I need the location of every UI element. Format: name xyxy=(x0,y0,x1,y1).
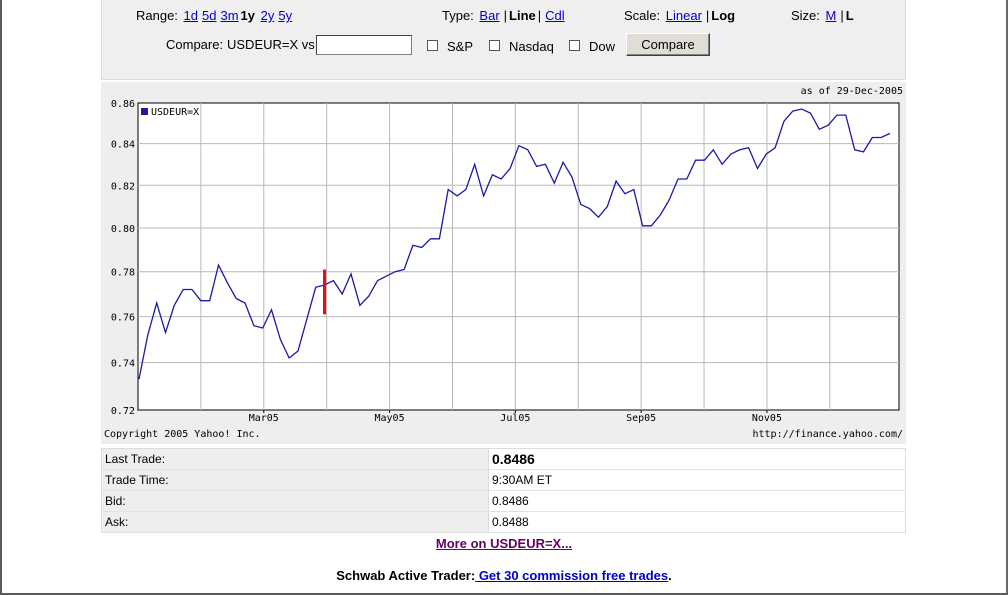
scale-label: Scale: xyxy=(624,8,661,23)
compare-label: Compare: xyxy=(166,37,224,52)
range-label: Range: xyxy=(136,8,178,23)
x-tick-label: Mar05 xyxy=(249,413,279,424)
range-5y-link[interactable]: 5y xyxy=(278,8,293,23)
nasdaq-checkbox[interactable] xyxy=(489,40,500,51)
promo-link[interactable]: Get 30 commission free trades xyxy=(475,568,669,583)
dow-label: Dow xyxy=(589,39,616,54)
trade-time-label: Trade Time: xyxy=(101,469,489,491)
last-trade-label: Last Trade: xyxy=(101,448,489,470)
ask-label: Ask: xyxy=(101,511,489,533)
x-tick-label: Nov05 xyxy=(752,413,782,424)
table-row: Bid: 0.8486 xyxy=(101,490,906,512)
size-l-selected: L xyxy=(845,8,854,23)
table-row: Last Trade: 0.8486 xyxy=(101,448,906,470)
copyright: Copyright 2005 Yahoo! Inc. xyxy=(104,429,261,440)
y-tick-label: 0.80 xyxy=(111,224,135,235)
chart-controls: Range: 1d 5d 3m 1y 2y 5y Type: Bar | Line | Cdl … xyxy=(101,0,906,80)
y-tick-label: 0.78 xyxy=(111,268,135,279)
compare-button[interactable]: Compare xyxy=(626,33,710,56)
y-tick-label: 0.72 xyxy=(111,406,135,417)
compare-symbol: USDEUR=X vs xyxy=(227,37,315,52)
table-row: Trade Time: 9:30AM ET xyxy=(101,469,906,491)
last-trade-value: 0.8486 xyxy=(488,448,906,470)
x-tick-label: Sep05 xyxy=(626,413,656,424)
scale-selector: Scale: Linear | Log xyxy=(624,8,736,23)
bid-value: 0.8486 xyxy=(488,490,906,512)
quote-table: Last Trade: 0.8486 Trade Time: 9:30AM ET… xyxy=(101,448,906,533)
size-selector: Size: M | L xyxy=(791,8,854,23)
range-selector: Range: 1d 5d 3m 1y 2y 5y xyxy=(136,8,294,23)
range-5d-link[interactable]: 5d xyxy=(202,8,217,23)
more-on-symbol-link[interactable]: More on USDEUR=X... xyxy=(435,536,573,551)
window-border-left xyxy=(0,0,2,595)
y-tick-label: 0.86 xyxy=(111,99,135,110)
price-chart: 0.86 0.84 0.82 0.80 0.78 0.76 0.74 0.72 Mar05 Ma… xyxy=(101,82,906,444)
dow-checkbox[interactable] xyxy=(569,40,580,51)
trade-time-value: 9:30AM ET xyxy=(488,469,906,491)
type-bar-link[interactable]: Bar xyxy=(479,8,500,23)
type-label: Type: xyxy=(442,8,474,23)
source-url: http://finance.yahoo.com/ xyxy=(752,429,903,440)
scale-linear-link[interactable]: Linear xyxy=(665,8,702,23)
promo-line: Schwab Active Trader: Get 30 commission … xyxy=(0,568,1008,583)
promo-suffix: . xyxy=(668,568,672,583)
x-tick-label: Jul05 xyxy=(500,413,530,424)
range-3m-link[interactable]: 3m xyxy=(220,8,239,23)
type-selector: Type: Bar | Line | Cdl xyxy=(442,8,565,23)
sp-label: S&P xyxy=(447,39,474,54)
table-row: Ask: 0.8488 xyxy=(101,511,906,533)
y-tick-label: 0.74 xyxy=(111,359,135,370)
type-line-selected: Line xyxy=(509,8,536,23)
series-line-usdeur xyxy=(138,108,891,380)
y-tick-label: 0.82 xyxy=(111,181,135,192)
range-2y-link[interactable]: 2y xyxy=(260,8,275,23)
nasdaq-label: Nasdaq xyxy=(509,39,554,54)
more-info: More on USDEUR=X... xyxy=(0,536,1008,551)
size-m-link[interactable]: M xyxy=(825,8,837,23)
type-cdl-link[interactable]: Cdl xyxy=(545,8,565,23)
legend-swatch xyxy=(141,108,148,115)
size-label: Size: xyxy=(791,8,820,23)
scale-log-selected: Log xyxy=(711,8,736,23)
y-tick-label: 0.76 xyxy=(111,313,135,324)
window-border-right xyxy=(1006,0,1008,595)
as-of-date: as of 29-Dec-2005 xyxy=(801,86,903,97)
y-tick-label: 0.84 xyxy=(111,140,135,151)
promo-prefix: Schwab Active Trader: xyxy=(336,568,476,583)
range-1d-link[interactable]: 1d xyxy=(183,8,199,23)
compare-input[interactable] xyxy=(316,35,412,55)
chart-svg: 0.86 0.84 0.82 0.80 0.78 0.76 0.74 0.72 Mar05 Ma… xyxy=(104,86,903,440)
sp-checkbox[interactable] xyxy=(427,40,438,51)
range-1y-selected: 1y xyxy=(240,8,256,23)
x-tick-label: May05 xyxy=(375,413,405,424)
bid-label: Bid: xyxy=(101,490,489,512)
legend-label: USDEUR=X xyxy=(151,107,199,118)
plot-area xyxy=(137,102,900,411)
ask-value: 0.8488 xyxy=(488,511,906,533)
window-border-bottom xyxy=(0,593,1008,595)
